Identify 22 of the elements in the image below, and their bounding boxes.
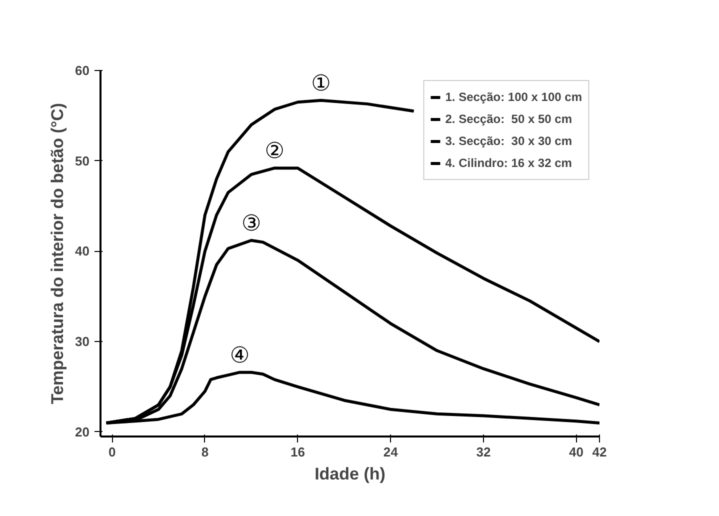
y-tick-label: 40 [75,244,90,259]
x-tick-label: 24 [383,444,399,460]
annotation: ② [264,139,284,164]
x-tick-label: 8 [201,444,209,460]
legend-label: 2. Secção: 50 x 50 cm [445,112,572,126]
annotation: ③ [242,211,262,236]
x-tick-label: 40 [569,444,584,460]
legend-label: 1. Secção: 100 x 100 cm [445,90,582,104]
y-tick-label: 60 [75,63,90,78]
x-axis-title: Idade (h) [314,464,386,484]
y-axis-title: Temperatura do interior do betão (°C) [48,102,68,404]
x-tick-label: 16 [290,444,306,460]
x-tick-label: 0 [108,444,116,460]
x-tick-label: 32 [476,444,491,460]
annotation: ① [311,71,331,96]
legend-label: 3. Secção: 30 x 30 cm [445,134,572,148]
y-tick-label: 50 [75,153,90,168]
x-tick-label: 42 [592,444,607,460]
legend-label: 4. Cilindro: 16 x 32 cm [445,156,572,170]
annotation: ④ [230,343,250,368]
y-tick-label: 30 [75,334,90,350]
y-tick-label: 20 [75,424,90,440]
